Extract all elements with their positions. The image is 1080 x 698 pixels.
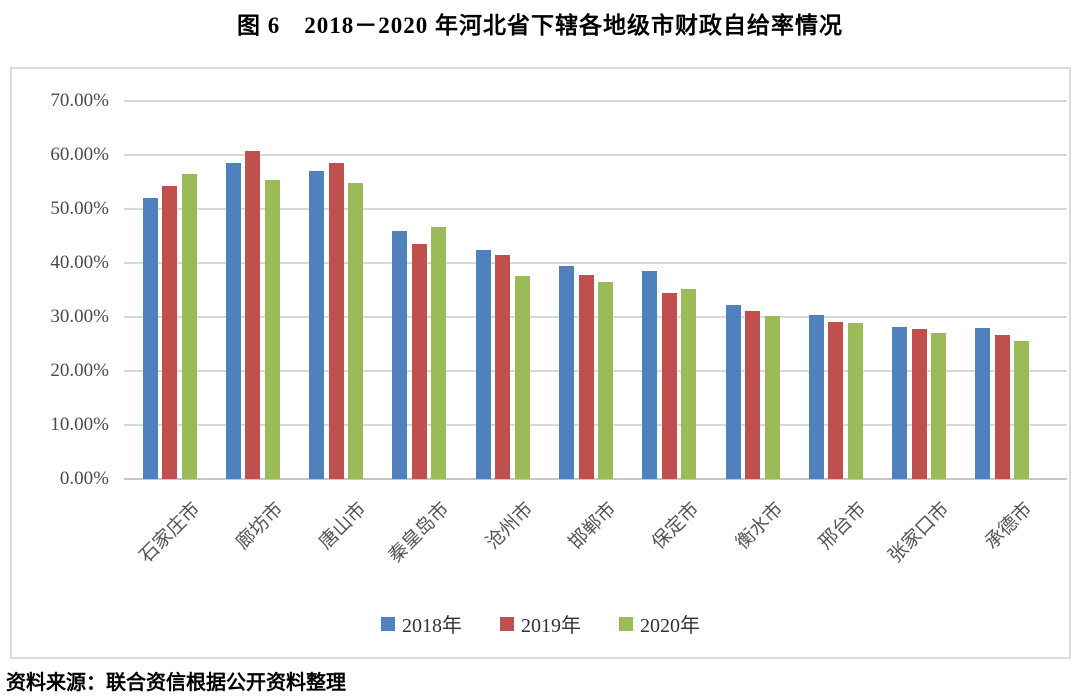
bar-2018年-衡水市 (725, 305, 741, 479)
gridline (124, 316, 1067, 318)
bar-2020年-邯郸市 (598, 281, 613, 479)
legend-item-2020年: 2020年 (619, 609, 700, 638)
x-axis-line (124, 478, 1067, 480)
bar-2019年-石家庄市 (162, 186, 178, 479)
bar-2019年-衡水市 (745, 311, 761, 479)
bar-2018年-邯郸市 (559, 266, 574, 479)
x-tick-label: 邯郸市 (565, 498, 621, 554)
x-tick-label: 唐山市 (315, 498, 371, 554)
bar-2019年-廊坊市 (245, 150, 261, 479)
bar-2020年-保定市 (681, 289, 697, 479)
y-tick-label: 20.00% (50, 360, 109, 381)
y-tick-label: 60.00% (50, 144, 109, 165)
x-axis-tick-labels: 石家庄市 廊坊市 唐山市 秦皇岛市 沧州市 邯郸市 保定市 衡水市 邢台市 张家口市 承德市 (12, 69, 1069, 657)
chart-legend: 2018年 2019年 2020年 (12, 609, 1069, 638)
gridline (124, 154, 1067, 156)
bar-2018年-保定市 (642, 271, 658, 479)
legend-label: 2020年 (640, 615, 700, 637)
legend-item-2018年: 2018年 (381, 609, 462, 638)
x-tick-label: 沧州市 (481, 498, 538, 554)
bar-2020年-廊坊市 (264, 180, 280, 479)
gridline (124, 424, 1067, 426)
y-tick-label: 70.00% (50, 90, 109, 111)
figure-title: 图 6 2018－2020 年河北省下辖各地级市财政自给率情况 (237, 13, 843, 38)
legend-swatch-icon (381, 616, 395, 631)
grid-layer (124, 100, 1067, 480)
bar-2019年-沧州市 (495, 255, 511, 479)
x-tick-label: 保定市 (648, 498, 704, 554)
bar-2018年-承德市 (975, 328, 991, 479)
legend-item-2019年: 2019年 (500, 609, 581, 638)
bar-2019年-邯郸市 (578, 274, 594, 479)
x-tick-label: 廊坊市 (232, 498, 288, 554)
x-tick-label: 邢台市 (815, 498, 871, 554)
bar-2019年-张家口市 (911, 329, 927, 479)
bar-2020年-秦皇岛市 (431, 226, 447, 479)
x-tick-label: 承德市 (981, 498, 1037, 554)
bars-layer (128, 101, 1044, 479)
bar-2020年-张家口市 (931, 332, 947, 479)
bar-2019年-承德市 (994, 335, 1010, 479)
gridline (124, 100, 1067, 102)
bar-2019年-秦皇岛市 (411, 243, 427, 479)
bar-2018年-张家口市 (892, 327, 908, 479)
legend-label: 2018年 (402, 615, 462, 637)
y-tick-label: 30.00% (50, 306, 109, 327)
bar-2019年-保定市 (661, 293, 677, 479)
bar-2020年-承德市 (1014, 341, 1030, 479)
bar-2020年-衡水市 (764, 315, 780, 479)
bar-2018年-沧州市 (475, 250, 491, 479)
x-tick-label: 衡水市 (731, 498, 787, 554)
bar-2018年-石家庄市 (142, 197, 158, 479)
x-tick-label: 石家庄市 (135, 498, 205, 568)
bar-2019年-唐山市 (328, 163, 344, 479)
y-tick-label: 10.00% (50, 414, 109, 435)
bar-2018年-廊坊市 (225, 163, 241, 479)
x-tick-label: 张家口市 (884, 498, 954, 568)
bar-2018年-邢台市 (808, 314, 824, 479)
bar-2018年-唐山市 (309, 170, 325, 479)
legend-label: 2019年 (521, 615, 581, 637)
legend-swatch-icon (500, 616, 514, 631)
bar-2020年-石家庄市 (181, 174, 197, 479)
gridline (124, 370, 1067, 372)
bar-2020年-沧州市 (514, 275, 530, 479)
bar-2020年-邢台市 (847, 322, 863, 479)
y-tick-label: 40.00% (50, 252, 109, 273)
bar-2020年-唐山市 (348, 182, 364, 479)
gridline (124, 262, 1067, 264)
gridline (124, 208, 1067, 210)
x-tick-label: 秦皇岛市 (385, 498, 454, 568)
chart-area: 0.00% 10.00% 20.00% 30.00% 40.00% 50.00% 60.00… (10, 67, 1071, 659)
legend-swatch-icon (619, 616, 633, 631)
source-note: 资料来源：联合资信根据公开资料整理 (6, 672, 346, 694)
y-tick-label: 50.00% (50, 198, 109, 219)
y-tick-label: 0.00% (59, 468, 109, 489)
bar-2018年-秦皇岛市 (392, 230, 408, 479)
bar-2019年-邢台市 (828, 321, 844, 479)
y-axis-tick-labels: 0.00% 10.00% 20.00% 30.00% 40.00% 50.00% 60.00… (12, 69, 109, 657)
